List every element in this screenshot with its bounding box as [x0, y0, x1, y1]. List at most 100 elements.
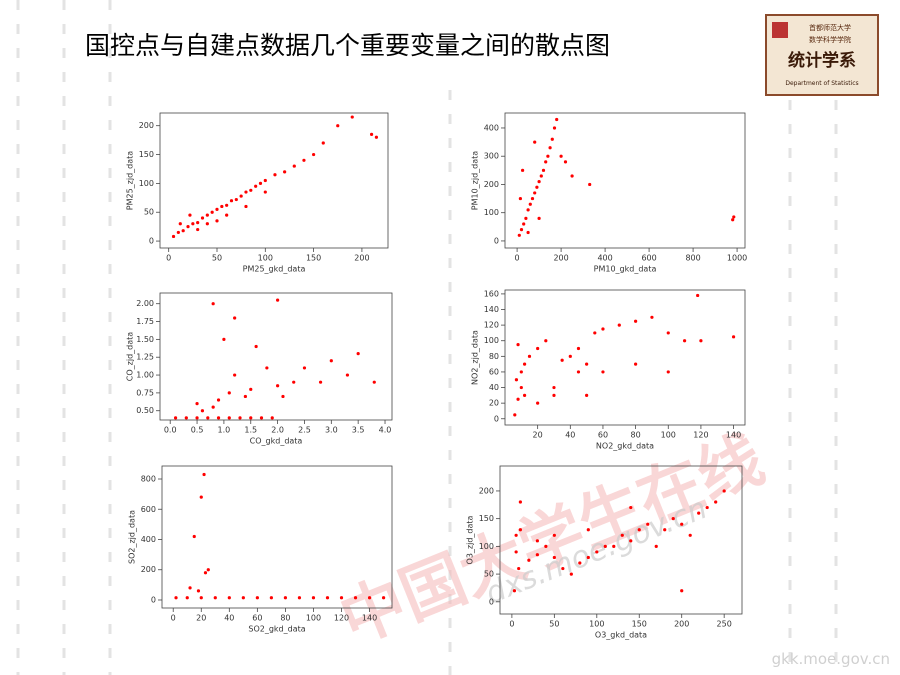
- point: [514, 533, 518, 537]
- y-tick-label: 0: [489, 597, 494, 606]
- point: [196, 221, 200, 225]
- y-tick-label: 60: [489, 367, 499, 376]
- point: [563, 160, 568, 164]
- y-tick-label: 400: [484, 123, 499, 132]
- x-tick-label: 3.0: [325, 426, 338, 435]
- x-tick-label: 0: [166, 254, 171, 263]
- point: [229, 199, 234, 203]
- decor-lines: [16, 0, 838, 675]
- x-tick-label: 0.5: [191, 426, 204, 435]
- point: [273, 173, 277, 177]
- x-tick-label: 200: [674, 620, 689, 629]
- point: [620, 533, 624, 537]
- point: [697, 511, 701, 515]
- point: [569, 572, 573, 576]
- y-tick-label: 200: [479, 486, 494, 495]
- x-tick-label: 20: [196, 614, 206, 623]
- point: [206, 568, 210, 572]
- y-tick-label: 0: [494, 414, 499, 423]
- y-tick-label: 150: [479, 514, 494, 523]
- x-tick-label: 0: [509, 620, 514, 629]
- point: [560, 358, 564, 362]
- point: [259, 416, 264, 420]
- x-tick-label: 140: [726, 431, 741, 440]
- point: [537, 216, 541, 220]
- point: [732, 215, 736, 219]
- y-tick-label: 140: [484, 305, 499, 314]
- point: [215, 219, 219, 223]
- logo-line: 首都师范大学: [809, 23, 851, 32]
- point: [199, 495, 203, 499]
- x-axis-title: NO2_gkd_data: [596, 442, 654, 451]
- x-tick-label: 80: [631, 431, 641, 440]
- y-axis-title: CO_zjd_data: [126, 332, 135, 382]
- point: [249, 387, 253, 391]
- y-tick-label: 200: [139, 121, 154, 130]
- point: [536, 346, 540, 351]
- y-tick-label: 1.50: [136, 335, 154, 344]
- point: [535, 553, 539, 557]
- y-tick-label: 0.75: [136, 388, 154, 397]
- point: [537, 180, 541, 184]
- point: [206, 416, 210, 420]
- point: [244, 204, 248, 209]
- point: [200, 409, 205, 413]
- point: [345, 373, 350, 377]
- y-tick-label: 100: [479, 542, 494, 551]
- x-tick-label: 3.5: [352, 426, 365, 435]
- x-tick-label: 600: [641, 254, 656, 263]
- point: [544, 160, 548, 164]
- point: [519, 385, 523, 390]
- point: [254, 344, 258, 349]
- point: [699, 339, 703, 343]
- point: [546, 154, 550, 158]
- point: [281, 394, 285, 399]
- point: [629, 505, 633, 510]
- point: [568, 354, 572, 358]
- point: [265, 366, 269, 370]
- point: [552, 555, 556, 560]
- point: [254, 184, 258, 188]
- point: [527, 354, 532, 358]
- point: [522, 362, 527, 366]
- x-tick-label: 100: [589, 620, 604, 629]
- point: [381, 596, 386, 600]
- point: [215, 207, 219, 211]
- x-axis-title: PM25_gkd_data: [243, 265, 306, 274]
- point: [199, 596, 203, 600]
- point: [213, 596, 217, 600]
- point: [241, 596, 245, 600]
- point: [552, 385, 556, 390]
- x-tick-label: 100: [258, 254, 273, 263]
- y-tick-label: 100: [484, 208, 499, 217]
- plot-frame: [161, 465, 393, 609]
- point: [312, 152, 316, 157]
- point: [518, 500, 522, 504]
- point: [211, 405, 215, 409]
- x-tick-label: 120: [334, 614, 349, 623]
- point: [283, 596, 288, 600]
- point: [255, 596, 259, 600]
- point: [588, 182, 592, 187]
- point: [238, 416, 242, 420]
- logo-line: 数学科学学院: [809, 35, 851, 44]
- y-tick-label: 160: [484, 289, 499, 298]
- x-tick-label: 60: [598, 431, 608, 440]
- point: [522, 222, 526, 226]
- y-tick-label: 100: [139, 179, 154, 188]
- x-tick-label: 20: [533, 431, 543, 440]
- y-tick-label: 600: [141, 505, 156, 514]
- point: [211, 302, 215, 306]
- point: [302, 158, 306, 162]
- y-tick-label: 0.50: [136, 406, 154, 415]
- point: [283, 170, 287, 174]
- y-axis-title: O3_zjd_data: [466, 515, 475, 564]
- point: [203, 571, 208, 575]
- point: [239, 194, 243, 198]
- y-tick-label: 200: [484, 180, 499, 189]
- point: [705, 505, 709, 510]
- point: [374, 135, 379, 139]
- y-tick-label: 0: [149, 237, 154, 246]
- point: [367, 596, 372, 600]
